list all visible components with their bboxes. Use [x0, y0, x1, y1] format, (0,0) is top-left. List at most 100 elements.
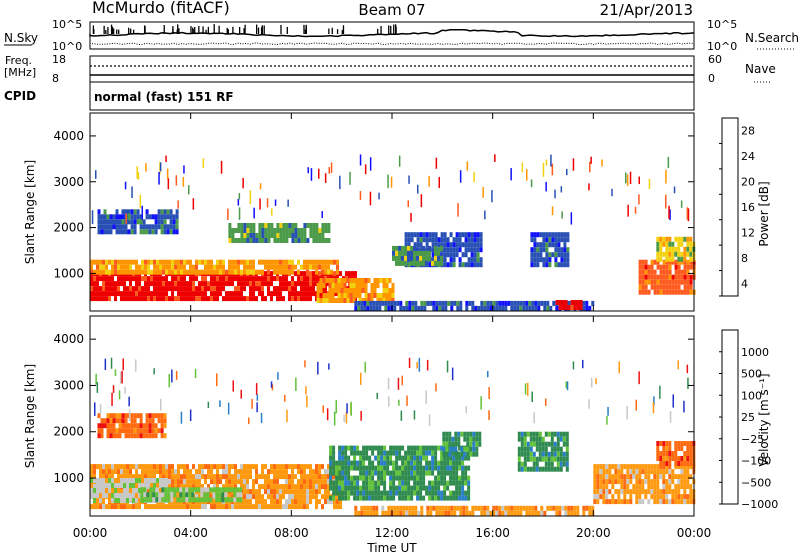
heatmap-cell	[200, 487, 204, 493]
heatmap-cell	[686, 207, 689, 220]
heatmap-cell	[507, 505, 511, 511]
heatmap-cell	[641, 264, 645, 270]
heatmap-cell	[172, 229, 176, 235]
heatmap-cell	[557, 232, 561, 238]
heatmap-cell	[425, 232, 429, 238]
heatmap-cell	[535, 446, 539, 452]
heatmap-cell	[333, 499, 336, 505]
heatmap-cell	[114, 504, 117, 510]
heatmap-cell	[306, 296, 309, 302]
heatmap-cell	[376, 293, 380, 298]
heatmap-cell	[467, 485, 471, 491]
heatmap-cell	[535, 431, 539, 437]
heatmap-cell	[273, 494, 276, 500]
heatmap-cell	[183, 286, 186, 292]
heatmap-cell	[291, 296, 294, 302]
heatmap-cell	[300, 296, 303, 302]
heatmap-cell	[407, 485, 411, 491]
heatmap-cell	[132, 488, 135, 493]
heatmap-cell	[168, 269, 171, 275]
heatmap-cell	[492, 305, 496, 311]
heatmap-cell	[469, 446, 473, 452]
heatmap-cell	[614, 499, 618, 505]
heatmap-cell	[132, 493, 135, 498]
heatmap-cell	[219, 259, 222, 265]
heatmap-cell	[416, 445, 420, 451]
heatmap-cell	[440, 237, 444, 243]
heatmap-cell	[267, 276, 270, 282]
heatmap-cell	[370, 293, 374, 298]
heatmap-cell	[395, 250, 398, 256]
heatmap-cell	[650, 479, 654, 485]
heatmap-cell	[410, 455, 414, 461]
heatmap-cell	[554, 242, 558, 248]
heatmap-cell	[318, 489, 321, 495]
heatmap-cell	[399, 510, 403, 516]
heatmap-cell	[221, 492, 225, 498]
heatmap-cell	[450, 300, 454, 306]
heatmap-cell	[97, 433, 101, 439]
heatmap-cell	[284, 394, 286, 402]
heatmap-cell	[135, 488, 138, 493]
heatmap-cell	[689, 499, 693, 505]
heatmap-cell	[163, 214, 167, 220]
heatmap-cell	[498, 300, 502, 306]
heatmap-cell	[328, 363, 330, 370]
heatmap-cell	[635, 484, 639, 490]
heatmap-cell	[93, 464, 96, 470]
heatmap-cell	[341, 495, 345, 501]
heatmap-cell	[189, 296, 192, 302]
heatmap-cell	[385, 298, 389, 303]
heatmap-cell	[297, 499, 300, 505]
heatmap-cell	[410, 460, 414, 466]
heatmap-cell	[395, 475, 399, 481]
heatmap-cell	[130, 418, 134, 424]
heatmap-cell	[355, 278, 359, 283]
heatmap-cell	[363, 505, 367, 511]
heatmap-cell	[249, 281, 252, 287]
heatmap-cell	[443, 242, 447, 248]
heatmap-cell	[154, 423, 158, 429]
heatmap-cell	[510, 305, 514, 311]
heatmap-cell	[638, 269, 642, 275]
heatmap-cell	[186, 464, 189, 470]
heatmap-cell	[191, 497, 195, 503]
heatmap-cell	[159, 474, 162, 480]
heatmap-cell	[343, 293, 347, 298]
heatmap-cell	[243, 464, 246, 470]
colorbar-tick-label: 100	[741, 389, 762, 402]
heatmap-cell	[279, 296, 282, 302]
heatmap-cell	[532, 436, 536, 442]
heatmap-cell	[359, 495, 363, 501]
heatmap-cell	[270, 494, 273, 500]
heatmap-cell	[404, 465, 408, 471]
heatmap-cell	[452, 490, 456, 496]
heatmap-cell	[309, 276, 312, 282]
heatmap-cell	[279, 281, 282, 287]
heatmap-cell	[683, 284, 687, 290]
heatmap-cell	[90, 488, 93, 493]
heatmap-cell	[354, 271, 357, 277]
heatmap-cell	[327, 474, 330, 480]
heatmap-cell	[425, 247, 429, 253]
heatmap-cell	[440, 495, 444, 501]
velocity-ylabel: Slant Range [km]	[23, 364, 37, 468]
heatmap-cell	[111, 464, 114, 470]
heatmap-cell	[495, 305, 499, 311]
heatmap-cell	[231, 238, 235, 243]
heatmap-cell	[419, 460, 423, 466]
heatmap-cell	[210, 276, 213, 282]
heatmap-cell	[677, 474, 681, 480]
heatmap-cell	[330, 269, 333, 275]
heatmap-cell	[309, 479, 312, 485]
heatmap-cell	[422, 470, 426, 476]
heatmap-cell	[334, 298, 338, 303]
heatmap-cell	[114, 469, 117, 475]
heatmap-cell	[162, 259, 165, 265]
heatmap-cell	[591, 300, 595, 306]
heatmap-cell	[331, 283, 335, 288]
heatmap-cell	[552, 505, 556, 511]
heatmap-cell	[656, 469, 660, 475]
heatmap-cell	[413, 490, 417, 496]
heatmap-cell	[599, 479, 603, 485]
